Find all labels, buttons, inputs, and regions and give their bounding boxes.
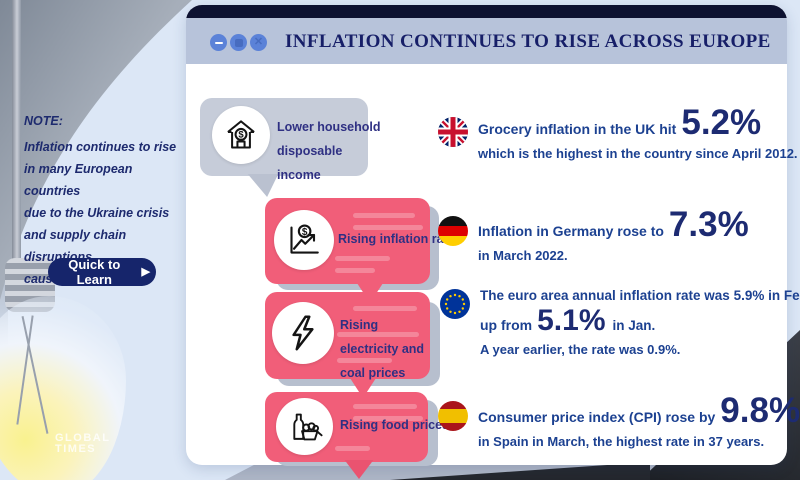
callout-electricity-label: Rising electricity and coal prices — [340, 318, 425, 380]
fact-spain-value: 9.8% — [720, 391, 800, 430]
fact-eu-intro: The euro area annual inflation rate was … — [480, 288, 800, 303]
fact-germany-lead: Inflation in Germany rose to — [478, 223, 664, 239]
note-line: Inflation continues to rise — [24, 140, 177, 154]
house-dollar-icon: $ — [227, 120, 255, 149]
decor-stripe — [335, 256, 390, 261]
fact-germany-value: 7.3% — [668, 205, 749, 244]
note-line: due to the Ukraine crisis — [24, 206, 170, 220]
decor-stripe — [353, 225, 423, 230]
germany-flag-icon — [438, 216, 468, 246]
decor-stripe — [335, 268, 375, 273]
watermark: GLOBAL TIMES — [55, 433, 110, 454]
close-icon: ✕ — [253, 36, 264, 48]
groceries-icon — [292, 413, 323, 440]
watermark-line: GLOBAL — [55, 432, 111, 444]
food-icon-circle — [276, 398, 333, 455]
fact-eu-value: 5.1% — [537, 304, 606, 337]
decor-stripe — [353, 213, 415, 218]
svg-text:$: $ — [238, 130, 244, 141]
spain-flag-icon — [438, 401, 468, 431]
note-title: NOTE: — [24, 114, 63, 128]
uk-flag-icon — [438, 117, 468, 147]
close-button[interactable]: ✕ — [250, 34, 267, 51]
decor-stripe — [335, 446, 370, 451]
window-header-band — [186, 18, 787, 64]
callout-food-label: Rising food prices — [340, 418, 450, 432]
svg-text:$: $ — [302, 227, 308, 238]
eu-flag-icon — [440, 289, 470, 319]
quick-to-learn-button[interactable]: Quick to Learn ▶ — [48, 257, 156, 287]
play-icon: ▶ — [141, 265, 150, 278]
fact-uk-footer: which is the highest in the country sinc… — [478, 146, 798, 161]
fact-uk-lead: Grocery inflation in the UK hit — [478, 121, 677, 137]
fact-spain-lead: Consumer price index (CPI) rose by — [478, 409, 716, 425]
decor-stripe — [337, 358, 392, 363]
minimize-icon — [214, 41, 223, 44]
fact-eu: The euro area annual inflation rate was … — [440, 288, 800, 357]
callout-inflation-label: Rising inflation rate — [338, 232, 455, 246]
maximize-button[interactable] — [230, 34, 247, 51]
fact-germany: Inflation in Germany rose to 7.3% in Mar… — [438, 205, 790, 263]
corner-wedge-shape — [0, 0, 192, 300]
fact-spain: Consumer price index (CPI) rose by 9.8% … — [438, 393, 800, 449]
lightbulb-cord — [12, 0, 21, 264]
decor-stripe — [353, 306, 417, 311]
fact-germany-footer: in March 2022. — [478, 248, 568, 263]
fact-spain-footer: in Spain in March, the highest rate in 3… — [478, 434, 765, 449]
quick-to-learn-label: Quick to Learn — [68, 257, 121, 287]
electricity-icon-circle — [272, 302, 334, 364]
decor-stripe — [353, 404, 417, 409]
decor-stripe — [353, 416, 423, 421]
household-icon-circle: $ — [212, 106, 270, 164]
page-title: INFLATION CONTINUES TO RISE ACROSS EUROP… — [285, 31, 771, 52]
watermark-line: TIMES — [55, 442, 97, 455]
fact-uk: Grocery inflation in the UK hit 5.2% whi… — [438, 103, 798, 161]
fact-eu-footer: A year earlier, the rate was 0.9%. — [480, 342, 681, 357]
fact-uk-value: 5.2% — [681, 103, 762, 142]
decor-stripe — [337, 332, 419, 337]
fact-eu-tail: in Jan. — [612, 318, 656, 333]
maximize-icon — [234, 38, 243, 47]
minimize-button[interactable] — [210, 34, 227, 51]
inflation-icon-circle: $ — [274, 210, 334, 270]
callout-household-label: Lower household disposable income — [277, 120, 381, 182]
fact-eu-lead: up from — [480, 317, 533, 333]
chart-up-icon: $ — [290, 224, 319, 254]
window-topbar — [186, 5, 787, 18]
lightning-icon — [292, 315, 314, 351]
note-line: in many European countries — [24, 162, 133, 198]
